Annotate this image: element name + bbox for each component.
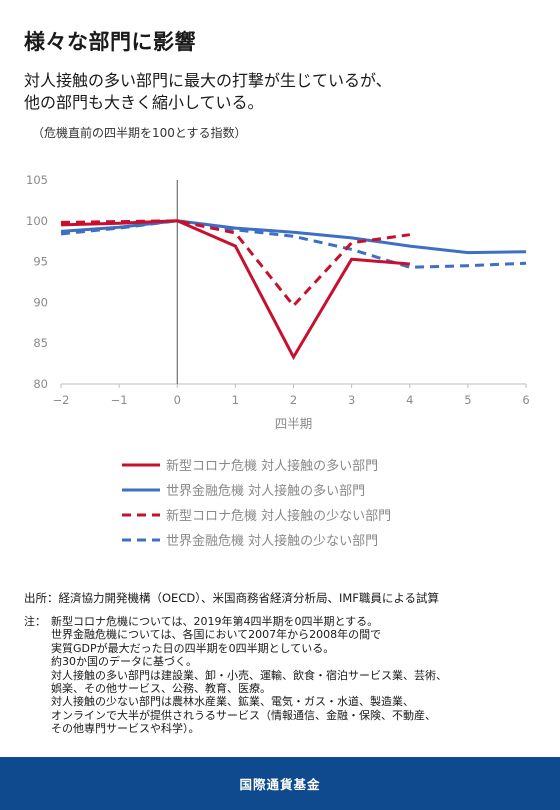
x-tick-label: 4 bbox=[406, 393, 413, 407]
note-line: 新型コロナ危機については、2019年第4四半期を0四半期とする。 bbox=[51, 615, 379, 628]
x-tick-label: 2 bbox=[290, 393, 297, 407]
note-line: 娯楽、その他サービス、公務、教育、医療。 bbox=[51, 682, 271, 696]
y-tick-label: 80 bbox=[33, 377, 48, 391]
legend-swatch bbox=[122, 463, 160, 466]
x-tick-label: 1 bbox=[232, 393, 239, 407]
chart-title: 様々な部門に影響 bbox=[24, 30, 196, 54]
note-line: 約30か国のデータに基づく。 bbox=[51, 655, 197, 669]
series-line bbox=[60, 219, 527, 269]
note-line: 対人接触の多い部門は建設業、卸・小売、運輸、飲食・宿泊サービス業、芸術、 bbox=[51, 668, 447, 682]
line-chart: 80 85 90 95 100 105 −2 −1 0 1 2 3 4 5 6 四半期 bbox=[26, 173, 530, 431]
series-line bbox=[60, 219, 410, 361]
notes-lines: 新型コロナ危機については、2019年第4四半期を0四半期とする。 世界金融危機に… bbox=[51, 615, 447, 736]
y-tick-label: 85 bbox=[33, 336, 48, 350]
legend-label: 世界金融危機 対人接触の多い部門 bbox=[166, 484, 366, 499]
x-tick-label: 6 bbox=[522, 393, 529, 407]
source-note: 出所：経済協力開発機構（OECD）、米国商務省経済分析局、IMF職員による試算 bbox=[24, 591, 440, 605]
y-tick-label: 90 bbox=[33, 295, 48, 309]
footer-logo-text: 国際通貨基金 bbox=[239, 777, 321, 792]
legend-item: 新型コロナ危機 対人接触の多い部門 bbox=[122, 452, 391, 477]
x-tick-label: 5 bbox=[464, 393, 471, 407]
legend-label: 世界金融危機 対人接触の少ない部門 bbox=[166, 534, 379, 549]
legend-swatch bbox=[122, 538, 160, 541]
x-tick-label: 3 bbox=[348, 393, 355, 407]
x-axis-label: 四半期 bbox=[275, 416, 313, 431]
series-line bbox=[60, 219, 527, 255]
x-tick-label: 0 bbox=[174, 393, 181, 407]
y-tick-label: 100 bbox=[26, 214, 48, 228]
legend: 新型コロナ危機 対人接触の多い部門 世界金融危機 対人接触の多い部門 新型コロナ… bbox=[122, 452, 391, 552]
legend-label: 新型コロナ危機 対人接触の多い部門 bbox=[166, 459, 379, 474]
legend-swatch bbox=[122, 513, 160, 516]
note-line: その他専門サービスや科学）。 bbox=[51, 722, 200, 736]
series-line bbox=[60, 219, 411, 308]
chart-subtitle: 対人接触の多い部門に最大の打撃が生じているが、 他の部門も大きく縮小している。 bbox=[24, 70, 544, 114]
footer-bar: 国際通貨基金 bbox=[0, 757, 560, 810]
note-line: 実質GDPが最大だった日の四半期を0四半期としている。 bbox=[51, 641, 335, 655]
legend-item: 世界金融危機 対人接触の多い部門 bbox=[122, 477, 391, 502]
subtitle-line: 他の部門も大きく縮小している。 bbox=[24, 93, 264, 112]
legend-item: 新型コロナ危機 対人接触の少ない部門 bbox=[122, 502, 391, 527]
x-tick-label: −2 bbox=[53, 393, 70, 407]
y-tick-label: 95 bbox=[33, 255, 48, 269]
legend-item: 世界金融危機 対人接触の少ない部門 bbox=[122, 527, 391, 552]
x-tick-label: −1 bbox=[111, 393, 128, 407]
subtitle-line: 対人接触の多い部門に最大の打撃が生じているが、 bbox=[24, 71, 392, 90]
note-line: オンラインで大半が提供されうるサービス（情報通信、金融・保険、不動産、 bbox=[51, 708, 436, 722]
legend-label: 新型コロナ危機 対人接触の少ない部門 bbox=[166, 509, 392, 524]
note-line: 世界金融危機については、各国において2007年から2008年の間で bbox=[51, 628, 382, 642]
notes-prefix: 注： bbox=[24, 615, 46, 628]
y-tick-label: 105 bbox=[26, 173, 48, 187]
note-line: 対人接触の少ない部門は農林水産業、鉱業、電気・ガス・水道、製造業、 bbox=[51, 695, 414, 709]
notes: 注： 新型コロナ危機については、2019年第4四半期を0四半期とする。 世界金融… bbox=[24, 615, 447, 736]
legend-swatch bbox=[122, 488, 160, 491]
unit-note: （危機直前の四半期を100とする指数） bbox=[32, 126, 247, 140]
